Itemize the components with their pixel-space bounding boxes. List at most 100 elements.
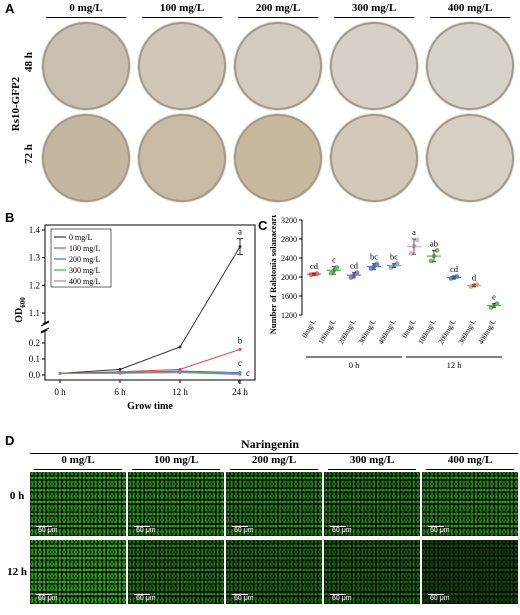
x-axis-label: Grow time (127, 401, 173, 412)
series-line (59, 348, 241, 374)
panel-b-letter: B (5, 210, 15, 225)
significance-letter: cd (450, 264, 459, 274)
scale-bar (428, 526, 444, 527)
plate-concentration-header: 0 mg/L (69, 2, 103, 14)
significance-letter: c (238, 376, 242, 386)
axis-break-mark (40, 321, 50, 327)
scale-bar (330, 594, 346, 595)
plot-frame (44, 224, 256, 381)
significance-letter: b (238, 335, 243, 345)
y-tick-label: 1.1 (29, 308, 40, 318)
scale-bar (232, 526, 248, 527)
y-tick-label: 1200 (281, 311, 297, 320)
y-tick-label: 2800 (281, 235, 297, 244)
data-point (408, 250, 414, 256)
y-tick-label: 1.4 (29, 225, 41, 235)
petri-dish (234, 114, 322, 202)
axis-break-mark (40, 327, 50, 333)
x-tick-label: 0mg/L (300, 317, 318, 339)
y-tick-label: 1600 (281, 292, 297, 301)
x-tick-label: 400mg/L (376, 317, 398, 346)
x-tick-label: 100mg/L (416, 317, 438, 346)
significance-letter: ab (430, 238, 438, 248)
panel-a-letter: A (5, 1, 15, 16)
data-point (434, 248, 440, 253)
data-point (118, 371, 122, 375)
data-point (428, 258, 434, 264)
group-label: 12 h (447, 360, 463, 370)
legend-label: 300 mg/L (69, 266, 100, 275)
gfp-fluorescence-image (30, 540, 126, 604)
series-line (60, 372, 241, 376)
significance-letter: a (238, 227, 242, 237)
y-axis-label: Number of Ralstonia solanacearum (268, 215, 278, 334)
significance-letter: cd (350, 260, 359, 270)
y-axis-subscript: 600 (19, 297, 27, 308)
petri-dish (426, 22, 514, 110)
x-tick-label: 0mg/L (400, 317, 418, 339)
microscopy-concentration-header: 400 mg/L (447, 454, 493, 466)
scale-bar-label: 60 μm (38, 527, 58, 534)
petri-dish (234, 22, 322, 110)
data-point (454, 274, 460, 279)
x-tick-label: 400mg/L (476, 317, 498, 346)
y-tick-label: 1.2 (29, 280, 40, 290)
od600-growth-chart: 0.0 0.1 0.2 1.1 1.2 1.3 1.4 0 h 6 h 12 h 24 h Grow … (14, 224, 256, 412)
significance-letter: c (238, 358, 242, 368)
data-point (334, 265, 340, 270)
scale-bar-label: 60 μm (332, 595, 352, 602)
concentration-underline (142, 17, 222, 18)
y-axis-label: OD600 (14, 297, 27, 323)
data-point (494, 301, 500, 306)
gfp-fluorescence-image (226, 540, 322, 604)
significance-letter: bc (390, 252, 398, 262)
plate-concentration-header: 200 mg/L (255, 2, 301, 14)
panel-d-letter: D (5, 433, 15, 448)
strain-label: Rs10-GFP2 (10, 76, 22, 132)
scale-bar (428, 594, 444, 595)
x-tick-label: 100mg/L (316, 317, 338, 346)
plate-concentration-header: 300 mg/L (351, 2, 397, 14)
microscopy-concentration-header: 100 mg/L (153, 454, 199, 466)
concentration-underline (430, 17, 510, 18)
gfp-fluorescence-image (128, 472, 224, 536)
data-point (178, 371, 182, 375)
concentration-underline (334, 17, 414, 18)
naringenin-rule (30, 453, 518, 454)
concentration-underline (46, 17, 126, 18)
legend-label: 0 mg/L (69, 233, 92, 242)
scale-bar (330, 526, 346, 527)
axis-break-gap (40, 324, 50, 330)
scale-bar-label: 60 μm (332, 527, 352, 534)
y-tick-label: 2400 (281, 254, 297, 263)
data-point (354, 270, 360, 276)
scale-bar (36, 594, 52, 595)
x-tick-label: 0 h (54, 387, 66, 397)
x-tick-label: 200mg/L (336, 317, 358, 346)
significance-letter: bc (370, 252, 378, 262)
y-tick-label: 0.1 (29, 354, 40, 364)
microscopy-concentration-header: 0 mg/L (61, 454, 95, 466)
scale-bar-label: 60 μm (430, 527, 450, 534)
data-point (118, 367, 122, 371)
legend-label: 200 mg/L (69, 255, 100, 264)
scale-bar-label: 60 μm (38, 595, 58, 602)
scale-bar (134, 526, 150, 527)
microscopy-concentration-header: 200 mg/L (251, 454, 297, 466)
concentration-underline (238, 17, 318, 18)
significance-letter: cd (310, 261, 319, 271)
x-tick-label: 300mg/L (456, 317, 478, 346)
petri-dish (330, 114, 418, 202)
legend-label: 400 mg/L (69, 277, 100, 286)
gfp-fluorescence-image (422, 472, 518, 536)
petri-dish (426, 114, 514, 202)
scale-bar (36, 526, 52, 527)
row-label-72h: 72 h (23, 144, 35, 164)
significance-letter: d (472, 273, 477, 283)
significance-letter: c (246, 368, 250, 378)
plate-concentration-header: 100 mg/L (159, 2, 205, 14)
data-point (414, 237, 420, 243)
y-tick-label: 0.0 (29, 370, 41, 380)
y-tick-label: 1.3 (29, 253, 41, 263)
